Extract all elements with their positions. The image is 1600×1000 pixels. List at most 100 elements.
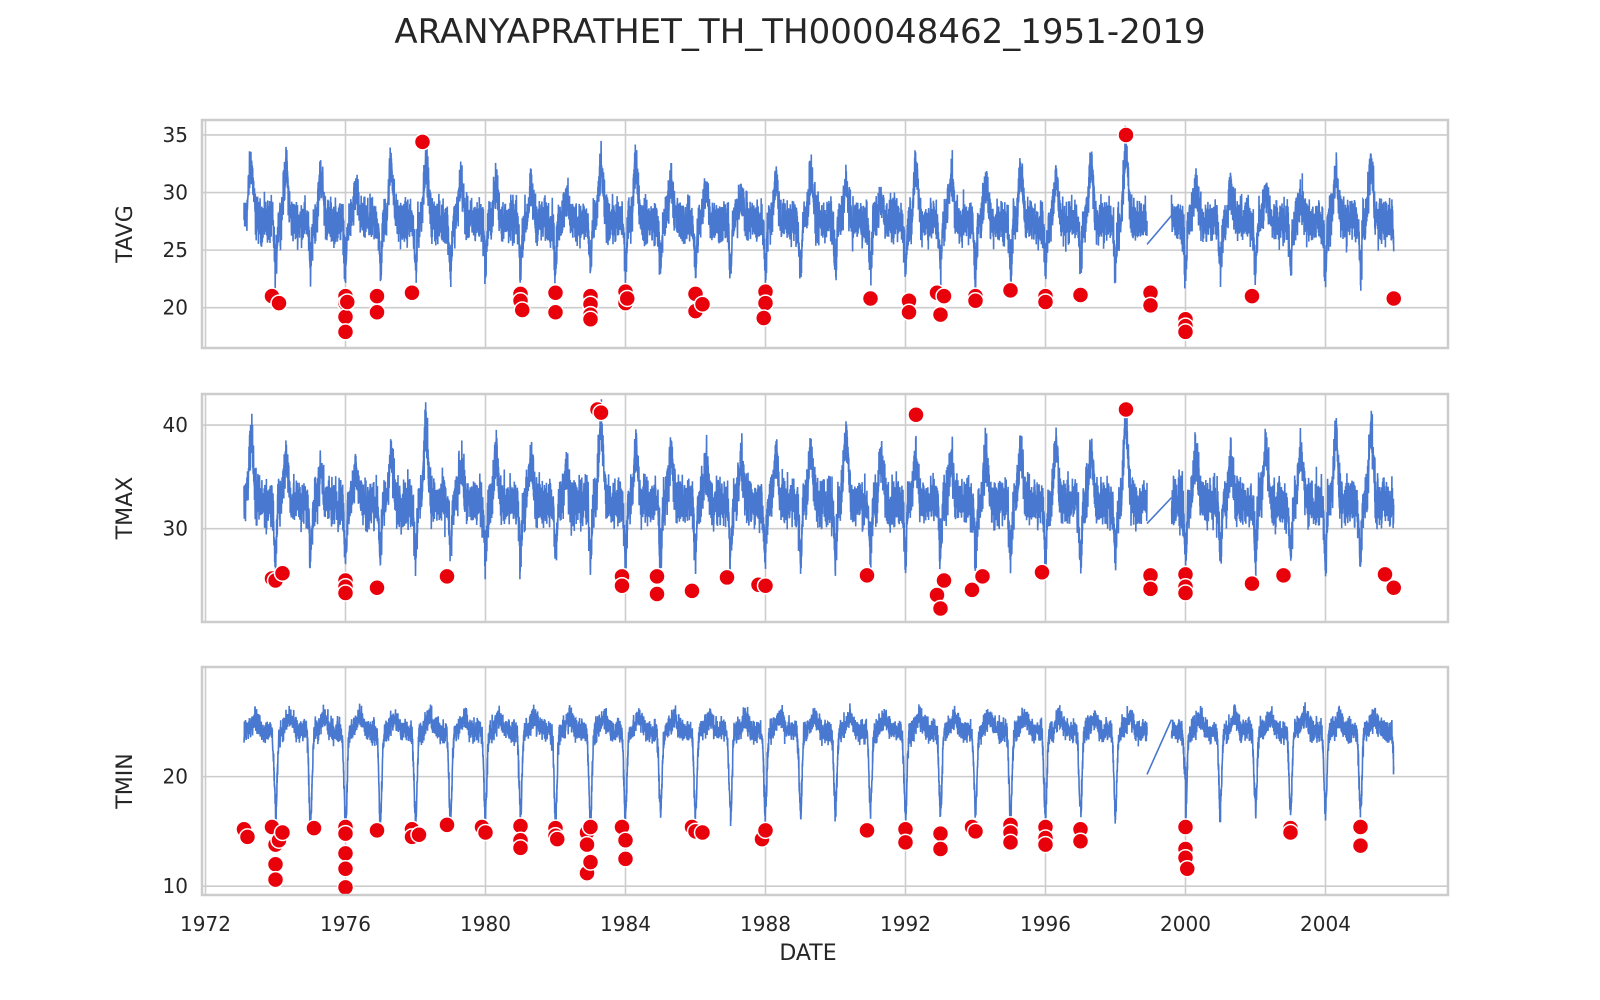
outlier-point (963, 581, 981, 599)
x-tick-label: 2004 (1300, 912, 1351, 936)
outlier-point (616, 850, 635, 868)
outlier-point (368, 579, 386, 597)
outlier-point (403, 283, 421, 302)
outlier-point (858, 566, 876, 585)
outlier-point (581, 853, 600, 871)
outlier-point (336, 323, 355, 341)
outlier-point (305, 819, 323, 837)
outlier-point (900, 303, 918, 322)
outlier-point (511, 839, 530, 857)
y-tick-label: 40 (163, 413, 188, 437)
x-tick-label: 1972 (180, 912, 231, 936)
y-tick-label: 10 (163, 874, 188, 898)
outlier-point (858, 821, 876, 840)
outlier-point (273, 564, 292, 583)
outlier-point (931, 599, 950, 618)
outlier-point (1176, 818, 1195, 836)
outlier-point (935, 571, 953, 590)
outlier-point (266, 855, 285, 874)
outlier-point (861, 289, 880, 308)
panel-tmax: 30 40 TMAX (113, 392, 1450, 624)
y-tick-label: 25 (163, 238, 188, 262)
outlier-point (1176, 323, 1195, 341)
outlier-point (756, 821, 775, 840)
outlier-point (648, 567, 666, 586)
outlier-point (1117, 126, 1135, 144)
series-line-tmax (243, 399, 1395, 580)
outlier-point (1001, 833, 1020, 852)
outlier-point (438, 567, 456, 586)
outlier-point (1274, 566, 1293, 585)
outlier-point (592, 403, 610, 422)
outlier-point (756, 576, 775, 595)
outlier-point (1071, 286, 1090, 304)
outlier-point (718, 568, 736, 587)
outlier-point (616, 831, 635, 849)
outlier-point (907, 405, 925, 424)
outlier-point (1141, 580, 1160, 598)
outlier-point (756, 294, 775, 312)
outlier-point (973, 567, 992, 586)
outlier-point (1376, 565, 1394, 584)
outlier-point (273, 823, 292, 842)
outlier-point (270, 294, 288, 312)
x-tick-label: 1984 (600, 912, 651, 936)
outlier-point (413, 133, 432, 151)
plot-frame (200, 118, 1450, 350)
outlier-point (1243, 574, 1261, 593)
outlier-point (648, 585, 666, 603)
panel-tavg: 20 25 30 35 TAVG (113, 118, 1450, 350)
outlier-point (1141, 296, 1160, 315)
outlier-point (693, 295, 712, 313)
outlier-point (513, 301, 531, 319)
outlier-point (693, 823, 712, 842)
outlier-point (476, 823, 495, 842)
outlier-point (368, 821, 386, 840)
outlier-point (238, 828, 257, 846)
outlier-point (336, 878, 355, 897)
outlier-point (1117, 400, 1135, 419)
outlier-point (755, 309, 773, 327)
outlier-point (338, 293, 356, 311)
outlier-point (368, 303, 386, 322)
x-tick-label: 1988 (740, 912, 791, 936)
outlier-point (613, 576, 631, 595)
outlier-point (1351, 836, 1370, 855)
x-axis-label: DATE (779, 941, 836, 966)
outlier-point (966, 822, 985, 841)
outlier-point (683, 582, 701, 600)
plot-frame (200, 665, 1450, 897)
chart-title: ARANYAPRATHET_TH_TH000048462_1951-2019 (394, 12, 1206, 52)
outlier-point (548, 830, 566, 848)
y-tick-label: 20 (163, 765, 188, 789)
y-axis-label: TMIN (113, 753, 138, 809)
panels-layer: 20 25 30 35 TAVG 30 40 TMAX 10 20 TMIN 1972 1976 1980… (113, 118, 1450, 936)
outlier-point (966, 292, 985, 310)
y-tick-label: 35 (163, 123, 188, 147)
panel-tmin: 10 20 TMIN (113, 665, 1450, 898)
outlier-point (1001, 281, 1020, 300)
outlier-point (931, 840, 950, 858)
plot-frame (200, 392, 1450, 624)
outlier-point (336, 844, 355, 863)
outlier-point (578, 835, 596, 854)
outlier-point (1178, 859, 1196, 878)
outlier-point (368, 287, 386, 305)
gap-bridge-line (1146, 497, 1173, 525)
outlier-point (1243, 287, 1261, 305)
y-tick-label: 20 (163, 296, 188, 320)
outlier-point (1036, 293, 1055, 311)
outlier-point (546, 303, 565, 322)
outlier-point (1281, 823, 1300, 842)
gap-bridge-line (1146, 215, 1173, 245)
outlier-point (1351, 818, 1370, 836)
outlier-point (266, 870, 285, 889)
y-tick-label: 30 (163, 181, 188, 205)
outlier-point (935, 287, 953, 305)
outlier-point (438, 816, 456, 834)
outlier-point (931, 305, 950, 324)
series-line-tavg (243, 125, 1395, 295)
x-tick-label: 1976 (320, 912, 371, 936)
x-tick-label: 1992 (880, 912, 931, 936)
